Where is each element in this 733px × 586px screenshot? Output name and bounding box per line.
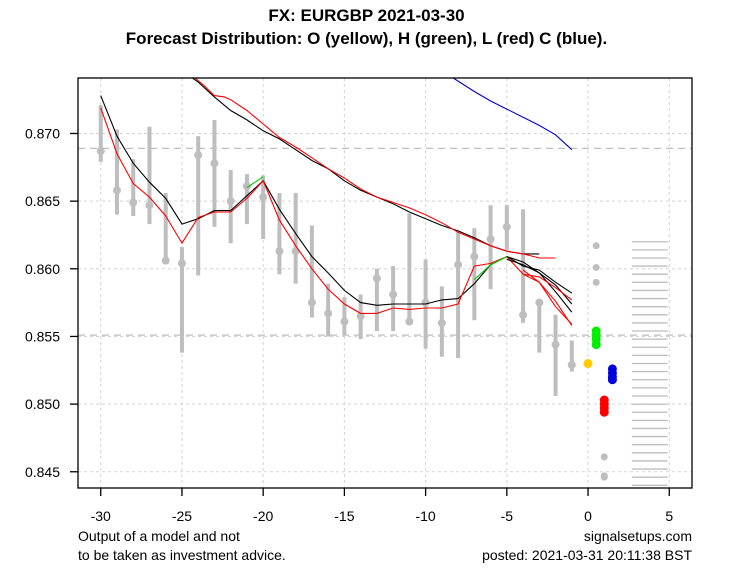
y-tick-label: 0.850 xyxy=(25,396,60,412)
price-bars xyxy=(96,105,576,396)
forecast-point-gray-high xyxy=(592,242,600,250)
close-dot xyxy=(551,340,560,349)
forecast-point-gray-low xyxy=(600,453,608,461)
chart-subtitle: Forecast Distribution: O (yellow), H (gr… xyxy=(125,29,608,48)
forecast-point-l xyxy=(599,407,609,417)
close-dot xyxy=(291,247,300,256)
close-dot xyxy=(194,151,203,160)
series-lower-black xyxy=(100,95,573,306)
close-dot xyxy=(161,256,170,265)
disclaimer-line-1: Output of a model and not xyxy=(78,528,240,544)
close-dot xyxy=(242,182,251,191)
close-dot xyxy=(307,298,316,307)
x-tick-label: -5 xyxy=(501,508,514,524)
series-upper-black xyxy=(191,78,540,255)
close-dot xyxy=(535,298,544,307)
x-tick-label: -15 xyxy=(334,508,354,524)
y-tick-label: 0.870 xyxy=(25,125,60,141)
close-dot xyxy=(567,360,576,369)
series-upper-red xyxy=(194,78,556,259)
close-dot xyxy=(259,193,268,202)
y-tick-label: 0.855 xyxy=(25,328,60,344)
close-dot xyxy=(145,201,154,210)
x-tick-label: -10 xyxy=(415,508,435,524)
y-tick-label: 0.865 xyxy=(25,193,60,209)
plot-frame xyxy=(77,77,693,489)
series-fan-red-2 xyxy=(522,269,573,325)
close-dot xyxy=(502,222,511,231)
y-tick-label: 0.845 xyxy=(25,464,60,480)
forecast-point-gray-high xyxy=(592,278,600,286)
close-dot xyxy=(210,159,219,168)
x-axis: -30 -25 -20 -15 -10 -5 0 5 xyxy=(91,488,673,524)
close-dot xyxy=(486,235,495,244)
y-tick-label: 0.860 xyxy=(25,261,60,277)
close-dot xyxy=(275,247,284,256)
reference-lines xyxy=(78,147,692,336)
x-tick-label: -25 xyxy=(172,508,192,524)
forecast-points xyxy=(583,242,617,481)
forecast-point-h xyxy=(591,340,601,350)
close-dot xyxy=(129,198,138,207)
forecast-point-c xyxy=(607,375,617,385)
close-dot xyxy=(437,318,446,327)
close-dot xyxy=(421,298,430,307)
series-lower-red xyxy=(100,107,573,326)
close-dot xyxy=(112,186,121,195)
series-blue-forecast xyxy=(452,78,573,151)
close-dot xyxy=(340,317,349,326)
forecast-point-gray-high xyxy=(592,263,600,271)
x-tick-label: -30 xyxy=(91,508,111,524)
disclaimer-line-2: to be taken as investment advice. xyxy=(78,547,286,563)
series-fan-black-2 xyxy=(506,258,573,313)
x-tick-label: -20 xyxy=(253,508,273,524)
grid xyxy=(78,78,692,488)
x-tick-label: 5 xyxy=(665,508,673,524)
close-dot xyxy=(470,252,479,261)
site-link[interactable]: signalsetups.com xyxy=(583,528,692,544)
forecast-point-gray-low xyxy=(600,473,608,481)
y-axis: 0.845 0.850 0.855 0.860 0.865 0.870 xyxy=(25,125,78,480)
level-ticks xyxy=(631,241,668,486)
close-dot xyxy=(519,310,528,319)
series-lines xyxy=(100,78,573,326)
series-green-segments xyxy=(246,176,508,281)
close-dot xyxy=(226,197,235,206)
close-dot xyxy=(405,317,414,326)
series-fan-black-1 xyxy=(506,256,573,305)
close-dot xyxy=(454,260,463,269)
x-tick-label: 0 xyxy=(584,508,592,524)
close-dot xyxy=(389,290,398,299)
close-dot xyxy=(96,147,105,156)
forecast-point-o xyxy=(583,359,593,369)
posted-timestamp: posted: 2021-03-31 20:11:38 BST xyxy=(482,547,692,563)
close-dot xyxy=(372,274,381,283)
chart-title: FX: EURGBP 2021-03-30 xyxy=(268,6,465,25)
close-dot xyxy=(356,312,365,321)
close-dot xyxy=(324,309,333,318)
close-dot xyxy=(177,259,186,268)
